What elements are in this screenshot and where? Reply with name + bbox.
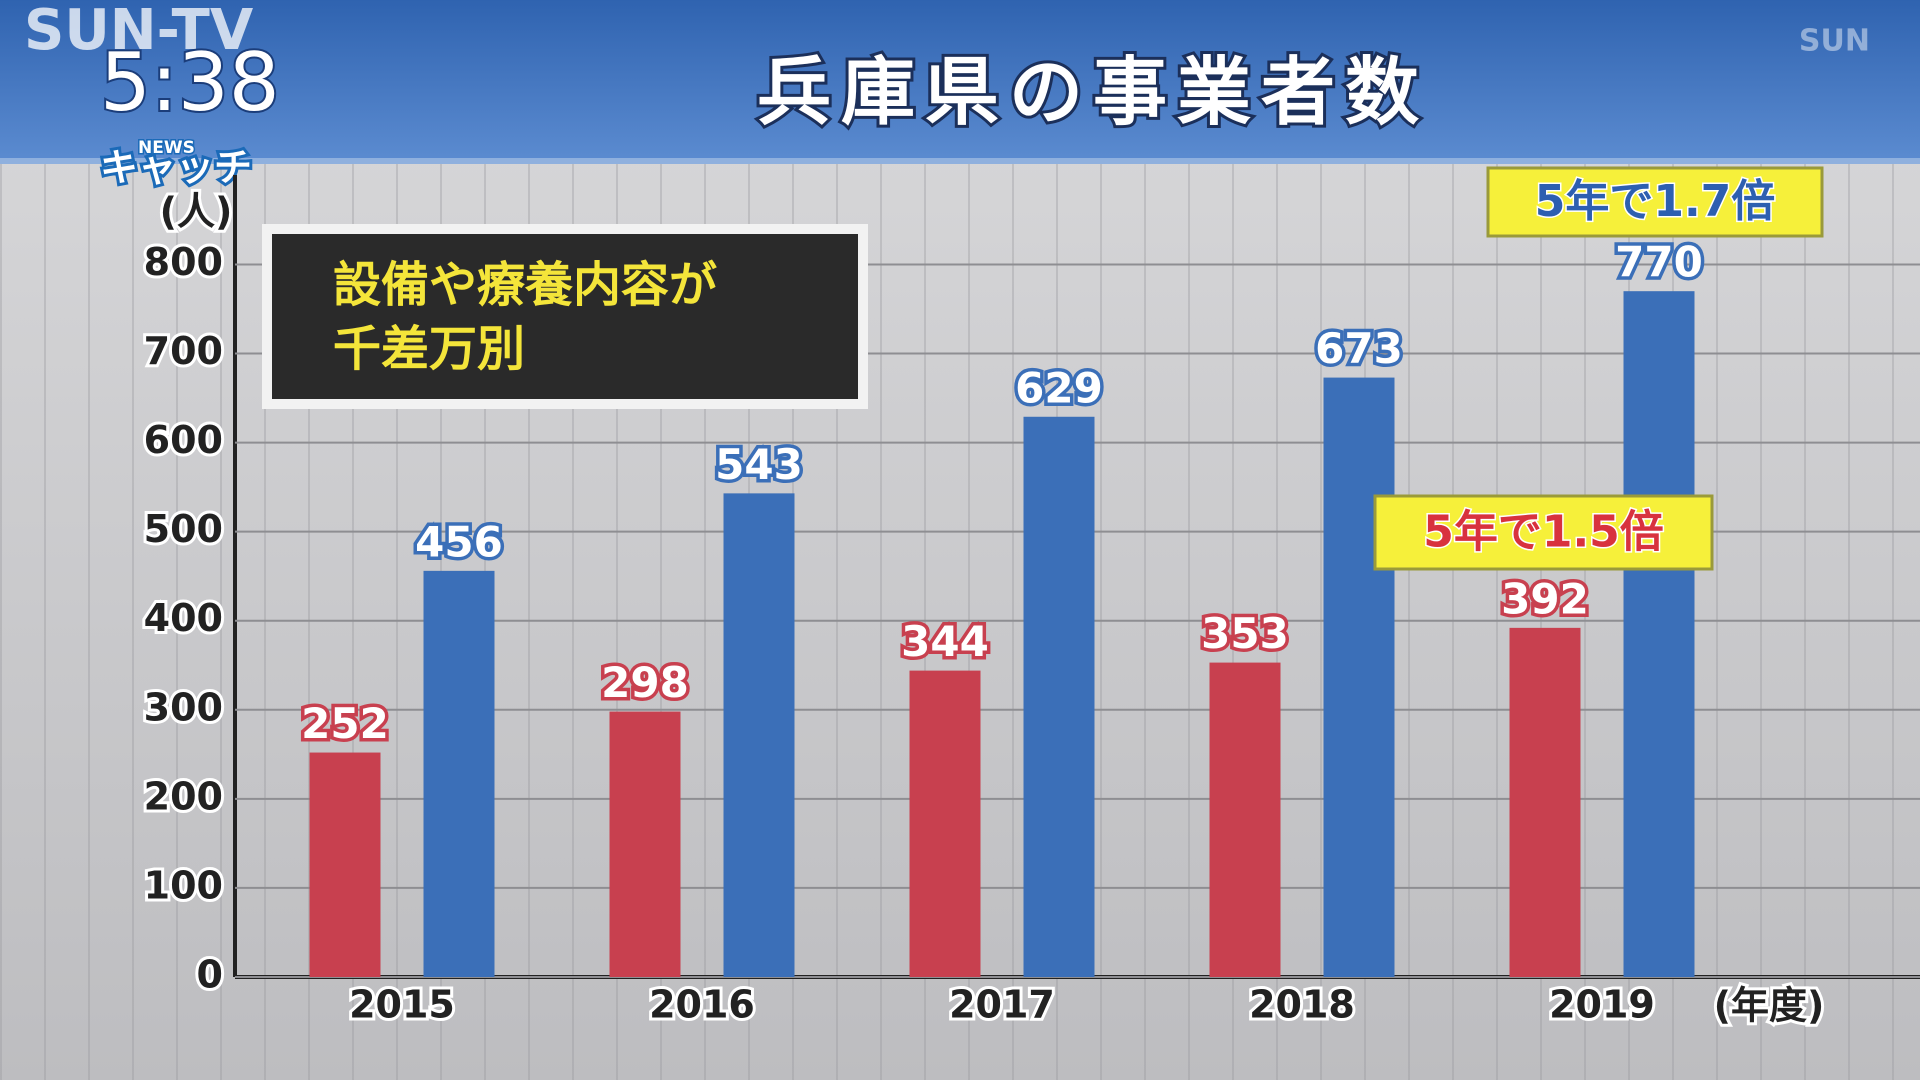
y-unit: (人) <box>160 190 233 234</box>
note-box <box>262 224 868 409</box>
chart-title: 兵庫県の事業者数 <box>757 50 1429 136</box>
note-text: 千差万別 <box>333 321 525 377</box>
x-tick-label: 2016 <box>649 983 755 1027</box>
callout-text: 5年で1.5倍 <box>1423 507 1664 558</box>
y-tick-label: 300 <box>144 685 223 729</box>
y-tick-label: 700 <box>144 329 223 373</box>
value-label: 344 <box>901 617 989 666</box>
bar <box>1509 627 1581 977</box>
y-tick-label: 100 <box>144 863 223 907</box>
callout-text: 5年で1.7倍 <box>1535 176 1776 227</box>
bar <box>1209 662 1281 977</box>
value-label: 456 <box>415 517 503 566</box>
x-tick-label: 2017 <box>949 983 1055 1027</box>
y-tick-label: 500 <box>144 507 223 551</box>
callout-box <box>1486 166 1824 238</box>
news-logo-small: NEWS <box>138 138 195 158</box>
y-tick-label: 800 <box>144 240 223 284</box>
x-tick-label: 2018 <box>1249 983 1355 1027</box>
bar <box>609 711 681 977</box>
watermark: SUN <box>1799 24 1870 59</box>
y-tick-label: 400 <box>144 596 223 640</box>
value-label: 392 <box>1501 574 1589 623</box>
clock: 5:38 <box>100 36 280 129</box>
bar <box>723 493 795 977</box>
x-tick-label: 2019 <box>1549 983 1655 1027</box>
note-text: 設備や療養内容が <box>333 257 717 313</box>
header-edge <box>0 158 1920 164</box>
value-label: 629 <box>1015 363 1103 412</box>
callout-box <box>1373 494 1714 571</box>
channel-logo: SUN-TV <box>24 0 254 63</box>
bar <box>909 670 981 977</box>
bar <box>1323 377 1395 978</box>
bar <box>309 752 381 977</box>
x-unit: (年度) <box>1714 984 1825 1028</box>
y-tick-label: 600 <box>144 418 223 462</box>
value-label: 770 <box>1615 238 1703 287</box>
value-label: 543 <box>715 440 803 489</box>
value-label: 252 <box>301 699 389 748</box>
bar <box>1623 291 1695 978</box>
y-tick-label: 0 <box>197 953 223 997</box>
x-tick-label: 2015 <box>349 983 455 1027</box>
value-label: 298 <box>601 658 689 707</box>
value-label: 353 <box>1201 609 1289 658</box>
header-band <box>0 0 1920 160</box>
value-label: 673 <box>1315 324 1403 373</box>
news-logo: キャッチ <box>100 146 252 190</box>
y-tick-label: 200 <box>144 774 223 818</box>
bar <box>1023 416 1095 978</box>
bar <box>423 570 495 977</box>
